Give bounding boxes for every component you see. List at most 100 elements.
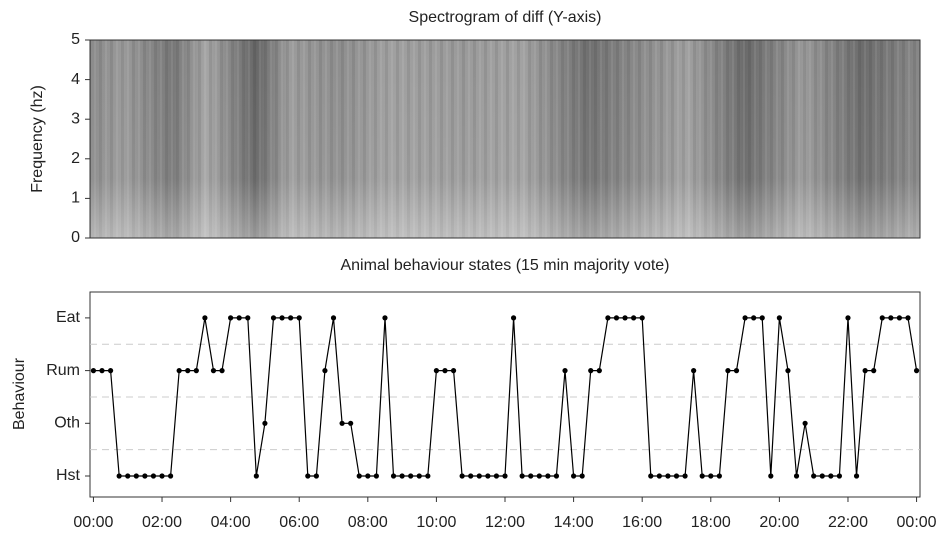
x-tick-label: 18:00 <box>691 514 731 531</box>
point <box>433 368 440 374</box>
point <box>768 473 774 479</box>
point <box>862 368 868 374</box>
point <box>519 473 525 479</box>
y-tick-label: 3 <box>71 110 80 127</box>
point <box>210 368 217 374</box>
point <box>836 473 843 479</box>
point <box>493 473 500 479</box>
point <box>305 473 311 479</box>
point <box>322 368 328 374</box>
x-tick-label: 20:00 <box>759 514 799 531</box>
point <box>579 473 585 479</box>
point <box>699 473 705 479</box>
point <box>510 315 517 321</box>
chart-title: Animal behaviour states (15 min majority… <box>340 257 669 274</box>
y-tick-label: 1 <box>71 190 80 207</box>
x-tick-label: 00:00 <box>73 514 113 531</box>
y-tick-label: Rum <box>46 362 80 379</box>
point <box>588 368 594 374</box>
point <box>408 473 414 479</box>
point <box>373 473 379 479</box>
point <box>759 315 765 321</box>
point <box>828 473 834 479</box>
point <box>150 473 157 479</box>
point <box>330 315 337 321</box>
point <box>751 315 757 321</box>
point <box>176 368 182 374</box>
y-axis-label: Behaviour <box>11 357 28 430</box>
point <box>811 473 817 479</box>
y-axis-label: Frequency (hz) <box>29 85 46 193</box>
point <box>416 473 422 479</box>
point <box>545 473 551 479</box>
point <box>570 473 577 479</box>
point <box>476 473 482 479</box>
x-tick-label: 02:00 <box>142 514 182 531</box>
point <box>288 315 294 321</box>
point <box>888 315 894 321</box>
point <box>142 473 148 479</box>
point <box>185 368 191 374</box>
point <box>159 473 165 479</box>
point <box>425 473 431 479</box>
point <box>785 368 791 374</box>
spectrogram-shade <box>90 40 920 238</box>
point <box>502 473 508 479</box>
point <box>708 473 714 479</box>
point <box>228 315 234 321</box>
point <box>648 473 654 479</box>
plot-frame <box>89 39 921 239</box>
x-tick-label: 10:00 <box>416 514 456 531</box>
point <box>596 368 602 374</box>
x-tick-label: 04:00 <box>211 514 251 531</box>
spectrogram-panel: Spectrogram of diff (Y-axis) Frequency (… <box>29 9 921 246</box>
point <box>262 420 268 426</box>
x-tick-label: 22:00 <box>828 514 868 531</box>
point <box>167 473 174 479</box>
point <box>468 473 474 479</box>
point <box>879 315 885 321</box>
point <box>528 473 534 479</box>
y-tick-label: 5 <box>71 31 80 48</box>
x-tick-label: 16:00 <box>622 514 662 531</box>
point <box>296 315 302 321</box>
point <box>562 368 568 374</box>
point <box>313 473 319 479</box>
point <box>253 473 259 479</box>
point <box>125 473 131 479</box>
x-tick-label: 06:00 <box>279 514 319 531</box>
point <box>613 315 620 321</box>
point <box>656 473 662 479</box>
point <box>245 315 251 321</box>
point <box>399 473 405 479</box>
point <box>442 368 448 374</box>
point <box>605 315 611 321</box>
point <box>90 368 97 374</box>
point <box>776 315 782 321</box>
point <box>716 473 722 479</box>
x-tick-label: 14:00 <box>554 514 594 531</box>
point <box>622 315 628 321</box>
point <box>742 315 748 321</box>
x-tick-label: 12:00 <box>485 514 525 531</box>
point <box>802 420 808 426</box>
y-tick-label: Hst <box>56 467 81 484</box>
point <box>913 368 920 374</box>
x-tick-label: 00:00 <box>897 514 937 531</box>
y-tick-label: Eat <box>56 309 81 326</box>
point <box>905 315 911 321</box>
point <box>356 473 362 479</box>
point <box>133 473 139 479</box>
chart-title: Spectrogram of diff (Y-axis) <box>409 9 602 26</box>
point <box>691 368 697 374</box>
point <box>99 368 105 374</box>
point <box>673 473 680 479</box>
y-tick-label: 0 <box>71 229 80 246</box>
point <box>365 473 371 479</box>
point <box>853 473 860 479</box>
point <box>793 473 800 479</box>
point <box>819 473 825 479</box>
point <box>485 473 491 479</box>
point <box>845 315 851 321</box>
